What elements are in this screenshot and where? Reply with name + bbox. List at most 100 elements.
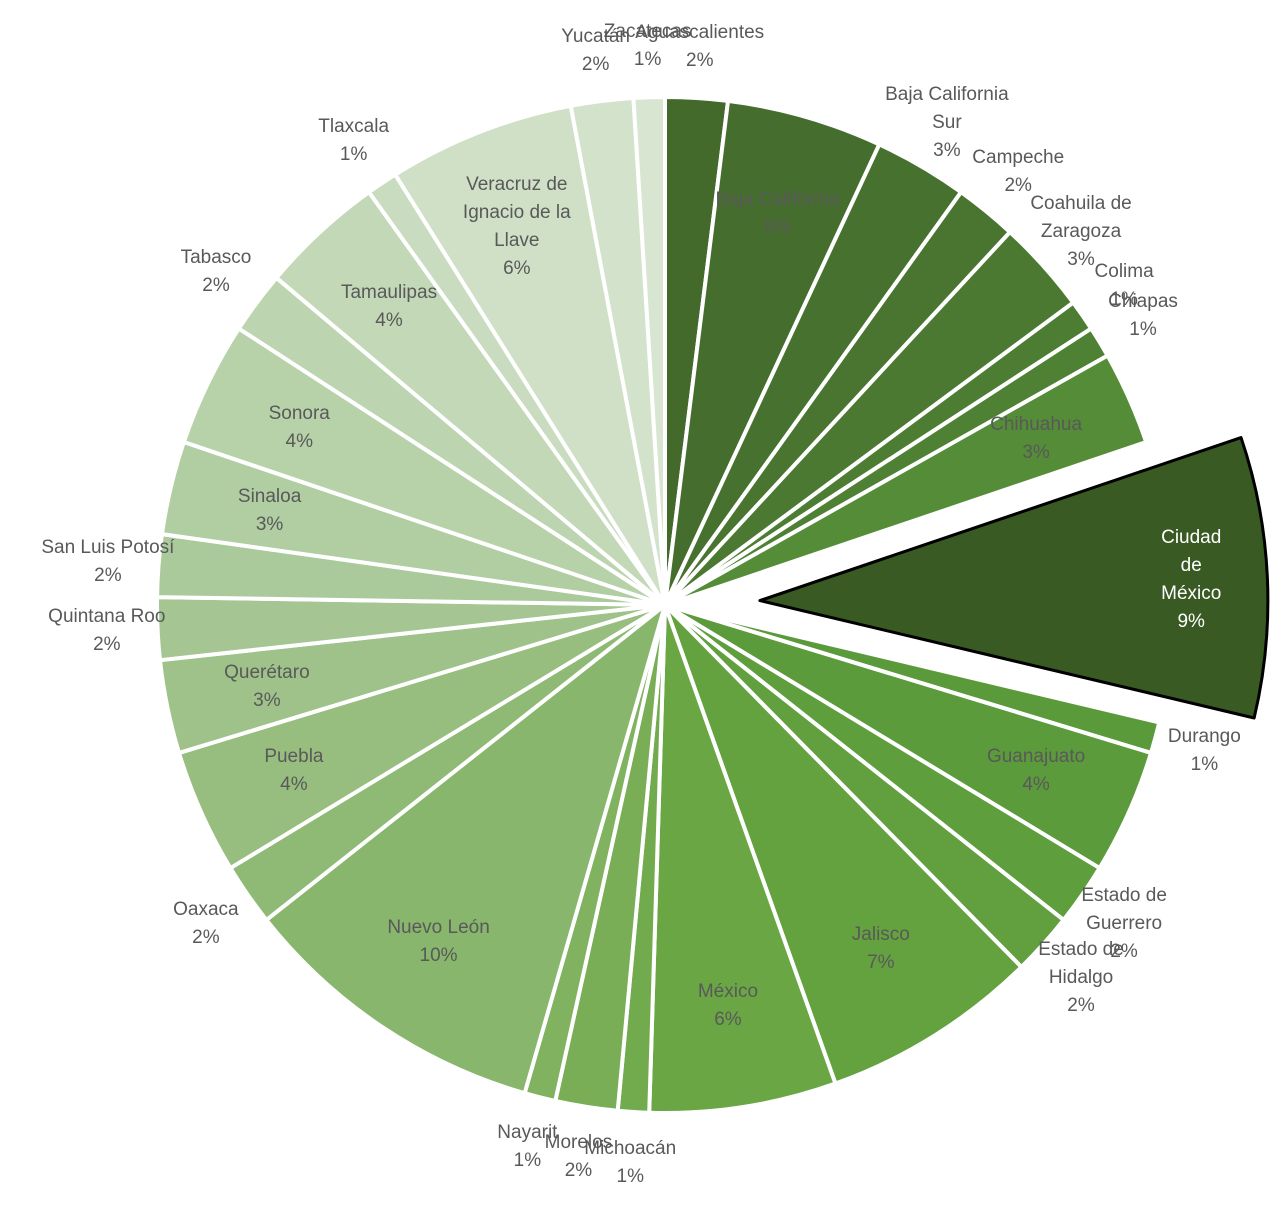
data-label-value: 3% (1067, 248, 1095, 270)
pie-slice (663, 603, 1024, 1086)
data-label-name: Baja California Sur (885, 83, 1009, 133)
data-label: Zacatecas 1% (604, 18, 692, 74)
data-label-value: 1% (633, 49, 662, 71)
data-label-name: Sonora (268, 402, 330, 424)
data-label-value: 1% (1190, 754, 1219, 776)
data-label-name: Baja California (715, 189, 840, 211)
data-label-value: 2% (564, 1160, 593, 1182)
data-label: Jalisco 7% (852, 921, 910, 977)
pie-slice (663, 98, 882, 607)
data-label-value: 2% (202, 275, 230, 297)
data-label-value: 4% (280, 773, 308, 795)
data-label: Coahuila de Zaragoza 3% (1006, 190, 1156, 274)
data-label-name: Michoacán (584, 1137, 677, 1159)
data-label-value: 4% (375, 309, 403, 331)
data-label: Nuevo León 10% (387, 914, 489, 970)
data-label: Aguascalientes 2% (635, 19, 764, 75)
data-label: Sinaloa 3% (238, 483, 301, 539)
pie-slice (631, 95, 667, 607)
data-label-value: 4% (285, 430, 313, 452)
data-label-value: 1% (1129, 318, 1157, 340)
data-label-value: 9% (1177, 611, 1205, 633)
data-label-value: 2% (192, 926, 220, 948)
data-label-value: 7% (867, 952, 895, 974)
data-label-name: Sinaloa (237, 486, 302, 508)
data-label: Yucatán 2% (561, 23, 630, 79)
data-label-name: Nayarit (497, 1121, 558, 1143)
data-label: Estado de Guerrero 2% (1051, 882, 1197, 966)
data-label: Nayarit 1% (497, 1119, 557, 1175)
data-label-value: 4% (1022, 773, 1050, 795)
data-label: Baja California Sur 3% (872, 81, 1022, 165)
data-label-name: Tamaulipas (340, 281, 438, 303)
data-label-value: 10% (419, 945, 458, 967)
data-label-name: Yucatán (561, 25, 630, 47)
pie-slice (758, 436, 1270, 720)
data-label-value: 1% (1110, 289, 1138, 311)
data-label-value: 2% (1110, 940, 1138, 962)
data-label-name: Tlaxcala (318, 115, 390, 137)
data-label-name: Jalisco (851, 924, 910, 946)
data-label: Puebla 4% (264, 743, 323, 799)
data-label-name: Chiapas (1108, 290, 1178, 312)
data-label-name: Estado de Hidalgo (1038, 939, 1124, 989)
data-label-name: Coahuila de Zaragoza (1030, 192, 1132, 242)
data-label-value: 1% (513, 1149, 542, 1171)
data-label: Querétaro 3% (224, 659, 310, 715)
data-label-name: Veracruz de Ignacio de la Llave (462, 173, 571, 251)
data-label: Campeche 2% (972, 144, 1064, 200)
data-label: Tabasco 2% (181, 244, 252, 300)
data-label: Baja California 5% (715, 186, 839, 242)
data-label-value: 2% (581, 53, 610, 75)
data-label: Quintana Roo 2% (48, 603, 165, 659)
data-label-name: Campeche (972, 147, 1065, 168)
data-label-name: Durango (1167, 726, 1241, 748)
data-label-name: Guanajuato (986, 745, 1086, 767)
data-label: Chiapas 1% (1108, 288, 1178, 344)
pie-slice (647, 603, 838, 1115)
pie-slice (393, 103, 667, 607)
data-label: Colima 1% (1095, 258, 1154, 314)
data-label: Tlaxcala 1% (318, 113, 389, 169)
data-label: Chihuahua 3% (990, 411, 1082, 467)
data-label-name: Quintana Roo (48, 606, 166, 628)
data-label: Sonora 4% (269, 400, 330, 456)
data-label: Morelos 2% (545, 1129, 613, 1185)
data-label-value: 3% (933, 139, 961, 161)
data-label-name: Colima (1094, 261, 1154, 283)
data-label-value: 2% (1004, 175, 1032, 196)
data-label-value: 5% (763, 217, 792, 239)
data-label-name: México (697, 981, 759, 1003)
data-label-name: San Luis Potosí (41, 536, 175, 558)
data-label-name: Nuevo León (387, 917, 490, 939)
data-label-value: 1% (339, 143, 368, 165)
data-label: Ciudad de México 9% (1152, 524, 1231, 636)
data-label-value: 2% (94, 564, 122, 586)
data-label-name: Aguascalientes (635, 22, 765, 44)
data-label: San Luis Potosí 2% (41, 534, 174, 590)
data-label-name: Morelos (544, 1132, 613, 1154)
data-label: Tamaulipas 4% (341, 279, 437, 335)
data-label-value: 3% (1022, 442, 1050, 464)
data-label-name: Zacatecas (603, 21, 692, 43)
data-label-name: Querétaro (224, 661, 310, 683)
data-label-value: 1% (616, 1165, 644, 1187)
data-label-value: 6% (503, 257, 531, 279)
data-label-value: 2% (93, 634, 121, 656)
pie-slice (663, 353, 1149, 607)
data-label-name: Oaxaca (173, 898, 239, 920)
data-label: Oaxaca 2% (173, 896, 238, 952)
data-label-name: Ciudad de México (1161, 527, 1222, 605)
data-label-name: Tabasco (180, 247, 252, 269)
data-label-name: Estado de Guerrero (1081, 884, 1167, 934)
data-label: Michoacán 1% (584, 1135, 676, 1191)
data-label-value: 3% (253, 689, 281, 711)
data-label-value: 6% (714, 1009, 742, 1031)
data-label: Veracruz de Ignacio de la Llave 6% (442, 171, 592, 283)
data-label-name: Puebla (264, 745, 324, 767)
data-label-name: Chihuahua (990, 414, 1083, 436)
data-label: Durango 1% (1168, 723, 1241, 779)
data-label-value: 2% (1067, 995, 1095, 1017)
